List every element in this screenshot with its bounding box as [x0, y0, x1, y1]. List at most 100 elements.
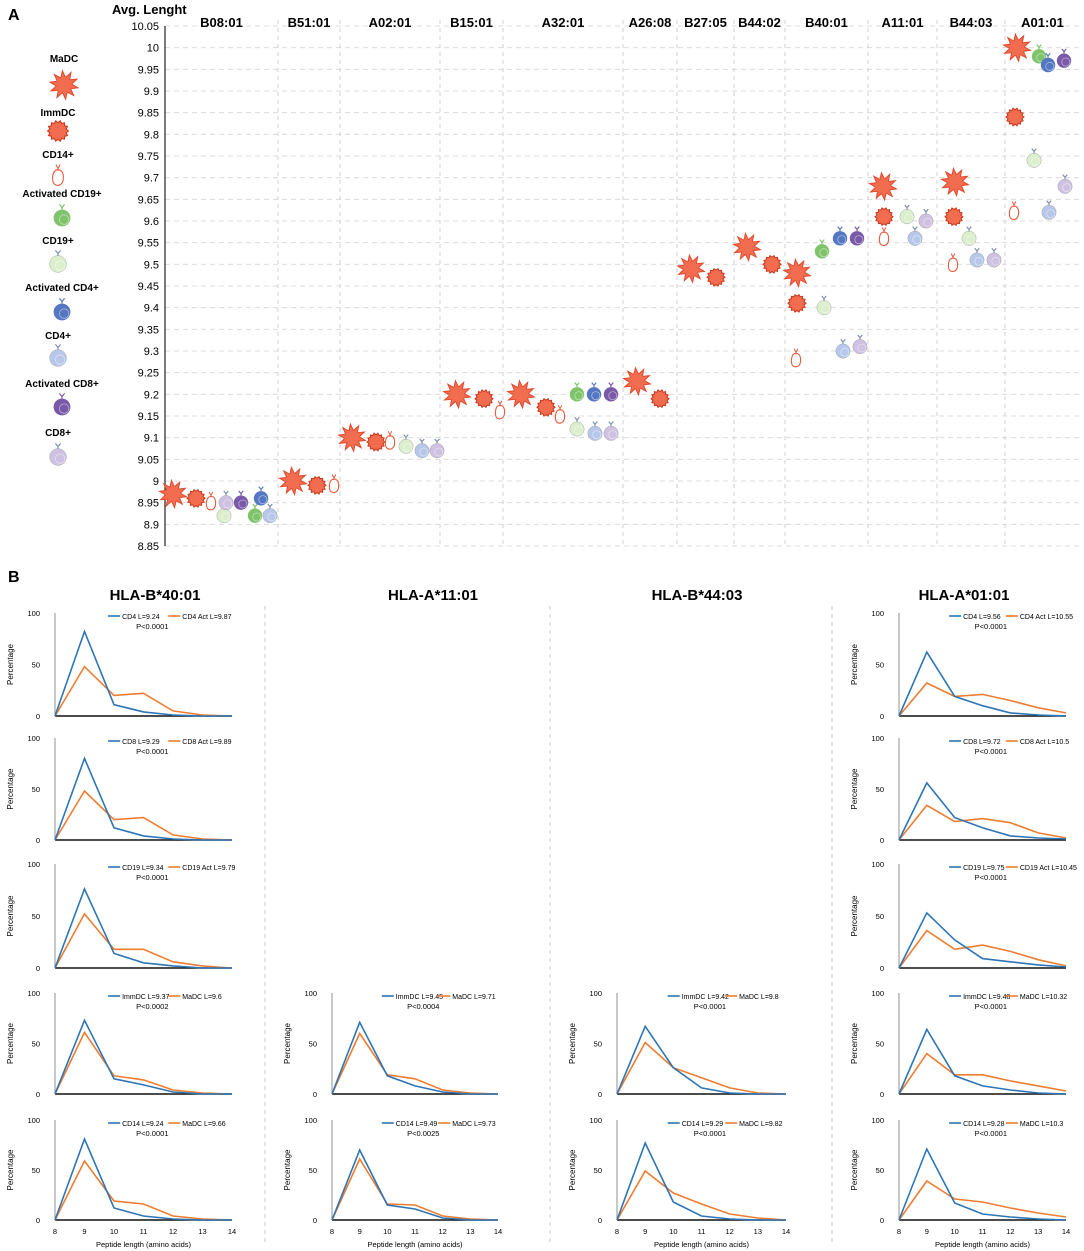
y-tick-label: 50 [876, 661, 884, 670]
legend-label-a: ImmDC L=9.45 [396, 994, 443, 1001]
y-axis-title: Percentage [6, 768, 15, 809]
series-line-b [898, 1179, 1067, 1221]
cell-nucleus [1031, 157, 1041, 167]
cell-nucleus [912, 235, 922, 245]
point-act-cd8-icon [1056, 48, 1072, 68]
immdc-shape [1005, 107, 1025, 127]
cell-nucleus [58, 403, 70, 414]
column-title-a1101: HLA-A*11:01 [388, 587, 478, 604]
point-act-cd4-icon [586, 382, 602, 402]
x-tick-label: 8 [330, 1227, 334, 1236]
allotype-label: B15:01 [450, 15, 493, 30]
series-line-b [898, 929, 1067, 969]
point-act-cd19-icon [814, 239, 830, 259]
immdc-shape [787, 293, 807, 313]
y-axis-title: Percentage [850, 1149, 859, 1190]
line-chart-panel: 0 50 100 Percentage CD4 L=9.24 CD4 Act L=9.87… [6, 609, 233, 721]
cd14-outline [52, 169, 64, 186]
legend-label-b: MaDC L=10.32 [1020, 994, 1067, 1001]
y-tick-label: 0 [313, 1090, 317, 1099]
x-tick-label: 13 [466, 1227, 474, 1236]
y-tick-label: 50 [309, 1040, 317, 1049]
y-tick-label: 0 [36, 1216, 40, 1225]
x-tick-label: 9 [643, 1227, 647, 1236]
receptor [574, 416, 580, 422]
y-axis-title: Percentage [283, 1022, 292, 1063]
point-immdc-icon [706, 267, 726, 287]
immdc-shape [650, 389, 670, 409]
point-immdc-icon [787, 293, 807, 313]
y-tick-label: 9.15 [138, 411, 159, 423]
legend-label-cd14: CD14+ [42, 150, 74, 161]
cd14-outline [554, 409, 566, 424]
point-madc-icon [940, 166, 970, 198]
y-tick-label: 8.95 [138, 498, 159, 510]
y-tick-label: 0 [880, 712, 884, 721]
immdc-shape [874, 207, 894, 227]
allotype-label: B40:01 [805, 15, 848, 30]
legend-label-a: CD14 L=9.29 [682, 1121, 724, 1128]
receptor [419, 438, 425, 444]
y-axis-title: Percentage [6, 895, 15, 936]
legend-act-cd19-icon [53, 203, 71, 227]
y-tick-label: 9.2 [144, 389, 159, 401]
madc-body [875, 178, 891, 194]
point-immdc-icon [650, 389, 670, 409]
point-cd8-icon [1057, 174, 1073, 194]
point-madc-icon [868, 171, 898, 202]
receptor [58, 297, 66, 304]
panel-a-y-axis-title: Avg. Lenght [112, 2, 187, 17]
point-cd14-icon [384, 430, 396, 450]
cell-nucleus [608, 430, 618, 440]
y-tick-label: 0 [36, 712, 40, 721]
x-tick-label: 13 [198, 1227, 206, 1236]
madc-body [629, 373, 645, 389]
x-tick-label: 12 [1006, 1227, 1014, 1236]
receptor [58, 392, 66, 399]
point-immdc-icon [536, 397, 556, 417]
y-tick-label: 9.95 [138, 64, 159, 76]
receptor [403, 434, 409, 440]
point-madc-icon [442, 379, 472, 410]
line-chart-panel: 0 50 100 Percentage ImmDC L=9.37 MaDC L=9.6 P<… [6, 989, 233, 1099]
cell-nucleus [608, 391, 618, 401]
y-tick-label: 100 [871, 989, 884, 998]
y-tick-label: 50 [32, 1040, 40, 1049]
y-tick-label: 9.05 [138, 454, 159, 466]
p-value-label: P<0.0001 [975, 622, 1007, 631]
receptor [1045, 52, 1051, 58]
line-chart-panel: 0 50 100 Percentage CD14 L=9.29 MaDC L=9.82 P<… [568, 1116, 790, 1249]
point-cd14-icon [878, 227, 890, 247]
point-madc-icon [732, 231, 762, 263]
y-tick-label: 100 [27, 734, 40, 743]
y-axis-title: Percentage [850, 643, 859, 684]
immdc-shape [536, 397, 556, 417]
series-line-b [331, 1157, 499, 1221]
point-cd4-icon [414, 438, 430, 459]
cd14-outline [494, 404, 506, 420]
cell-nucleus [1061, 57, 1071, 67]
point-act-cd4-icon [832, 226, 848, 246]
point-cd8-icon [918, 208, 934, 229]
y-axis-title: Percentage [850, 895, 859, 936]
panel-a-label: A [8, 7, 20, 24]
receptor [1062, 174, 1068, 180]
point-cd14-icon [494, 400, 506, 420]
madc-body [739, 239, 755, 255]
receptor [497, 400, 503, 407]
point-cd14-icon [328, 474, 340, 494]
point-cd19-icon [961, 226, 977, 246]
y-tick-label: 9.8 [144, 129, 159, 141]
legend-cd14-icon [52, 164, 64, 186]
series-line-b [898, 1052, 1067, 1095]
cell-nucleus [966, 235, 976, 245]
legend-label-a: CD8 L=9.29 [122, 739, 160, 746]
y-tick-label: 9.7 [144, 173, 159, 185]
y-tick-label: 100 [304, 989, 317, 998]
x-tick-label: 12 [438, 1227, 446, 1236]
legend-label-a: CD19 L=9.75 [963, 865, 1005, 872]
x-tick-label: 11 [140, 1227, 148, 1236]
legend-cd4-icon [49, 343, 67, 367]
series-line-a [898, 911, 1067, 969]
